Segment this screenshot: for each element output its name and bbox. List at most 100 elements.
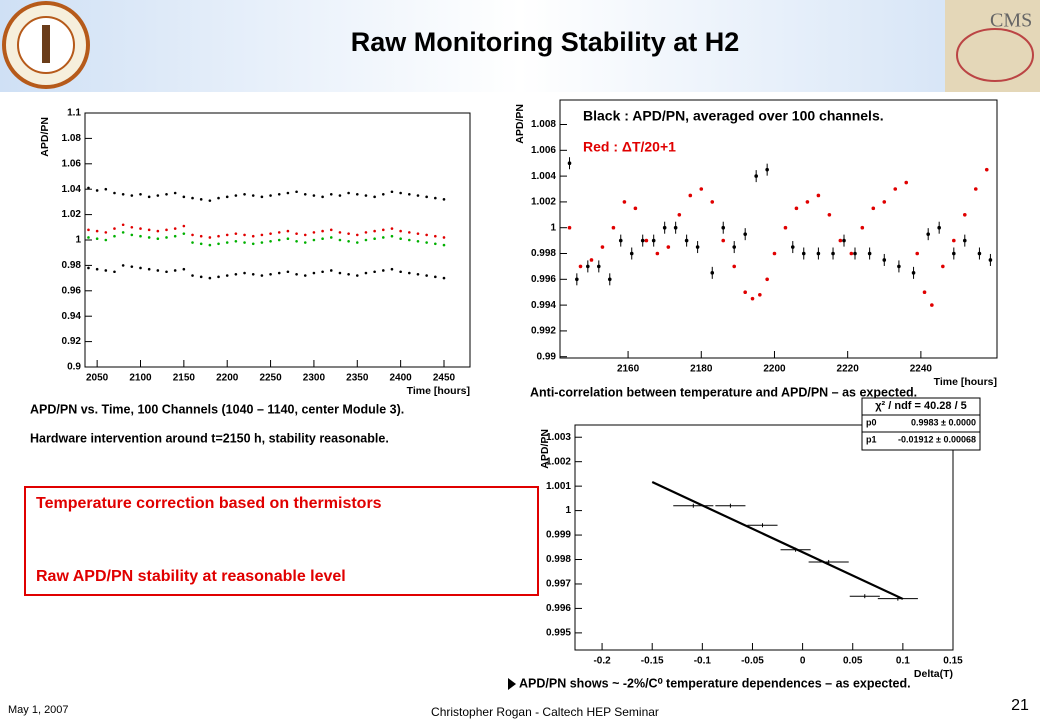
marker <box>596 264 601 269</box>
box-text: Raw APD/PN stability at reasonable level <box>36 568 346 585</box>
data-point <box>225 195 229 199</box>
data-point <box>225 241 229 244</box>
y-tick-label: 0.96 <box>62 285 82 296</box>
highlight-box <box>24 486 539 596</box>
data-point <box>329 192 333 196</box>
data-point <box>269 272 272 276</box>
data-point <box>732 264 737 269</box>
data-point <box>104 187 108 191</box>
x-tick-label: 0.05 <box>843 656 863 667</box>
data-point <box>677 213 682 217</box>
y-tick-label: 1.08 <box>62 133 82 144</box>
data-point <box>321 270 324 274</box>
data-point <box>87 228 90 232</box>
data-point <box>295 239 298 243</box>
page-number: 21 <box>1011 697 1029 714</box>
stats-box: χ² / ndf = 40.28 / 5 p0 0.9983 ± 0.0000 p1 -… <box>861 397 981 451</box>
y-axis-title: APD/PN <box>539 429 551 469</box>
data-point <box>347 239 350 243</box>
data-point <box>390 234 394 238</box>
data-point <box>173 234 177 238</box>
data-point <box>156 229 160 233</box>
y-tick-label: 1.02 <box>62 209 82 220</box>
data-point <box>575 273 579 286</box>
data-point <box>338 271 342 275</box>
data-point <box>217 196 220 200</box>
data-point <box>147 267 151 271</box>
x-tick-label: 0.1 <box>896 656 910 667</box>
stats-name: p0 <box>866 417 877 427</box>
y-tick-label: 1 <box>565 505 571 516</box>
data-point <box>234 232 238 235</box>
marker <box>710 271 715 275</box>
y-tick-label: 1.002 <box>546 456 571 467</box>
bullet-text: APD/PN shows ~ -2%/C⁰ temperature depend… <box>519 676 911 690</box>
data-point <box>355 192 359 196</box>
data-point <box>121 231 125 234</box>
data-point <box>408 238 411 242</box>
data-point <box>607 273 612 286</box>
data-point <box>303 274 307 277</box>
x-tick-label: 0.15 <box>943 656 963 667</box>
data-point <box>295 232 298 235</box>
data-point <box>629 247 634 260</box>
x-tick-label: 2100 <box>129 373 152 384</box>
marker <box>743 232 747 236</box>
data-point <box>893 187 898 191</box>
marker <box>988 258 993 262</box>
y-tick-label: 1.1 <box>67 108 81 119</box>
marker <box>732 245 737 249</box>
data-point <box>165 192 168 196</box>
data-point <box>596 260 601 273</box>
y-tick-label: 0.995 <box>546 628 571 639</box>
data-point <box>303 192 307 196</box>
data-point <box>329 269 333 272</box>
data-point <box>364 231 368 234</box>
y-tick-label: 0.998 <box>546 554 571 565</box>
data-point <box>988 253 993 266</box>
marker <box>629 251 634 256</box>
marker <box>754 174 758 178</box>
data-point <box>373 229 376 233</box>
data-point <box>121 223 125 227</box>
marker <box>816 251 821 256</box>
data-point <box>743 228 747 241</box>
data-point <box>312 194 316 197</box>
data-point <box>355 233 359 237</box>
data-point <box>113 191 116 195</box>
data-point <box>243 233 246 237</box>
data-point <box>758 292 762 297</box>
plot: 2160 2180 2200 2220 2240 0.99 0.992 0.994 0.996 0… <box>514 99 998 388</box>
stats-value: -0.01912 ± 0.00068 <box>898 434 976 444</box>
data-point <box>355 241 359 244</box>
cms-logo: CMS <box>945 0 1040 92</box>
stats-value: 0.9983 ± 0.0000 <box>911 417 976 427</box>
data-point <box>794 206 799 211</box>
data-point <box>199 275 203 279</box>
data-point <box>208 236 212 239</box>
date: May 1, 2007 <box>8 704 69 716</box>
data-point <box>104 238 108 242</box>
stats-title: χ² / ndf = 40.28 / 5 <box>875 400 967 412</box>
marker <box>640 238 645 243</box>
data-point <box>139 266 142 270</box>
data-point <box>390 190 394 194</box>
data-point <box>984 167 989 172</box>
marker <box>586 264 590 269</box>
y-tick-label: 0.996 <box>531 274 556 285</box>
data-point <box>251 242 255 246</box>
x-tick-label: -0.15 <box>641 656 664 667</box>
marker <box>684 238 689 243</box>
y-tick-label: 0.992 <box>531 326 556 337</box>
data-point <box>390 227 394 230</box>
data-point <box>182 267 186 271</box>
x-tick-label: 2200 <box>763 364 786 375</box>
data-point <box>390 267 394 271</box>
marker <box>721 225 726 230</box>
data-point <box>277 271 281 275</box>
x-axis-title: Time [hours] <box>934 376 997 388</box>
footer: Christopher Rogan - Caltech HEP Seminar <box>431 705 659 719</box>
y-tick-label: 0.994 <box>531 300 556 311</box>
caption: Anti-correlation between temperature and… <box>530 385 917 399</box>
